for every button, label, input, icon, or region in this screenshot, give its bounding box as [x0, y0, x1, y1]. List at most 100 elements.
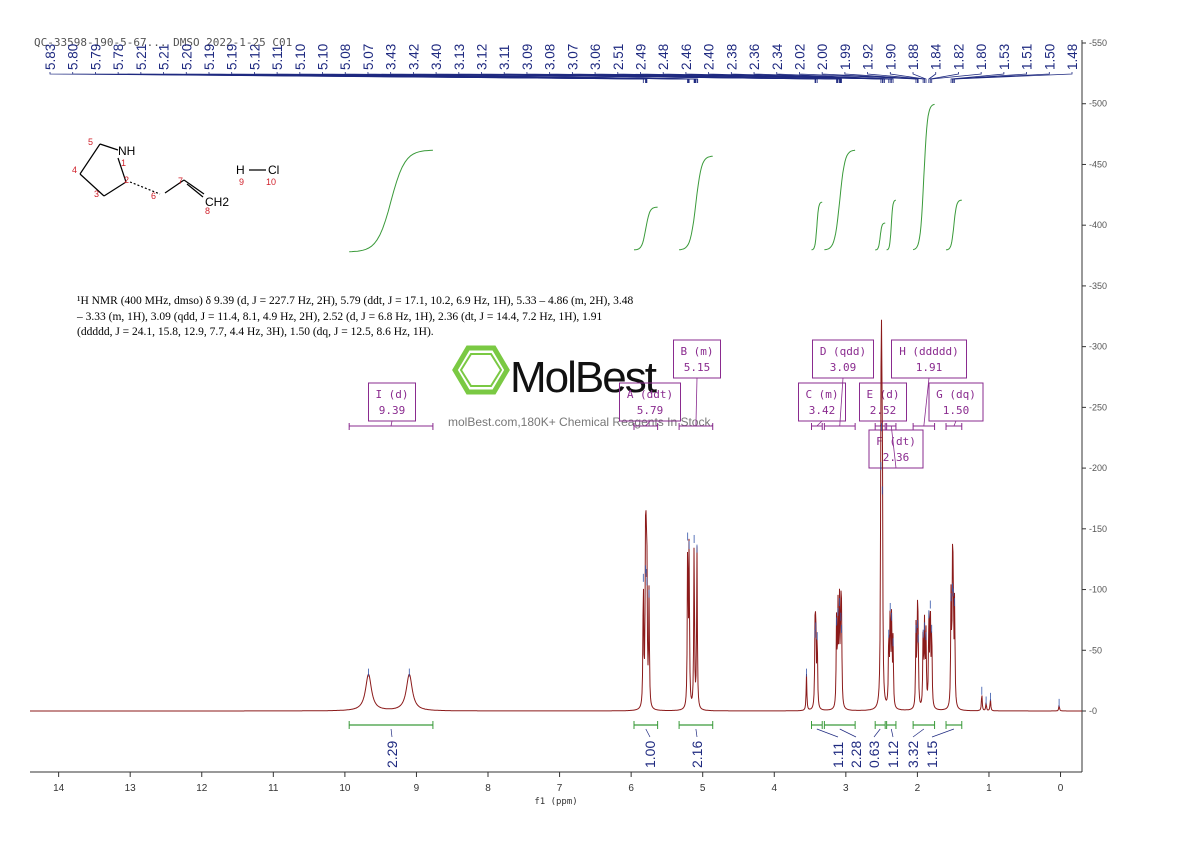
peak-labels: 5.83 5.80 5.79 5.78 5.21 5.21 5.20 5.19 5.19 5.12…: [43, 43, 1080, 83]
peak-label: 1.88: [906, 44, 921, 70]
watermark-brand: MolBest: [510, 353, 657, 402]
multiplet-box: D (qdd) 3.09: [812, 339, 874, 430]
peak-label-leader: [928, 72, 937, 83]
integral-bar: 0.63: [866, 721, 886, 768]
integral-bar: 2.29: [348, 721, 434, 768]
integral-curves: [349, 103, 962, 253]
integral-value: 1.00: [642, 741, 658, 768]
peak-label: 1.84: [929, 43, 944, 70]
atom-number-6: 6: [151, 191, 156, 201]
integral-leader: [645, 728, 651, 738]
multiplet-box: A (ddt) 5.79: [619, 382, 681, 430]
peak-label: 5.08: [338, 44, 353, 70]
multiplet-leader: [890, 425, 897, 469]
atom-cl: Cl: [268, 163, 279, 177]
integral-curve: [679, 155, 713, 251]
atom-number-4: 4: [72, 165, 77, 175]
peak-label: 2.00: [815, 44, 830, 70]
multiplet-box: B (m) 5.15: [673, 339, 721, 430]
spectrum-trace: [30, 319, 1082, 712]
integral-leader: [873, 728, 881, 738]
peak-label: 3.42: [406, 44, 421, 70]
x-tick-label: 14: [53, 783, 65, 794]
peak-label-leader: [867, 72, 924, 83]
x-tick-label: 9: [414, 783, 420, 794]
y-tick-label: -0: [1089, 706, 1097, 716]
peak-label-leader: [912, 72, 927, 83]
x-axis-label: f1 (ppm): [534, 797, 577, 807]
atom-number-2: 2: [124, 175, 129, 185]
x-tick-label: 6: [628, 783, 634, 794]
peak-label: 3.40: [429, 44, 444, 70]
multiplet-name: C (m): [805, 388, 838, 401]
y-tick-label: -100: [1089, 585, 1107, 595]
x-tick-label: 2: [915, 783, 921, 794]
multiplet-shift: 2.52: [870, 404, 897, 417]
y-tick-label: -450: [1089, 159, 1107, 169]
peak-label: 1.92: [861, 44, 876, 70]
peak-label: 2.02: [792, 44, 807, 70]
peak-label: 5.21: [157, 44, 172, 70]
integral-curve: [875, 222, 886, 251]
peak-label: 3.06: [588, 44, 603, 70]
x-tick-label: 7: [557, 783, 563, 794]
integral-bar: 3.32: [905, 721, 936, 768]
peak-label-leader: [931, 72, 982, 83]
multiplet-leader: [645, 420, 651, 427]
peak-label: 3.12: [475, 44, 490, 70]
spectrum-line: [30, 319, 1082, 712]
multiplet-name: G (dq): [936, 388, 976, 401]
multiplet-name: I (d): [375, 388, 408, 401]
atom-number-10: 10: [266, 177, 276, 187]
chart-axes: 14 13 12 11 10 9 8 7 6 5 4 3 2 1 0f1 (ppm)-0-50-100-15…: [30, 38, 1107, 807]
integral-bars: 2.29 1.00 2.16 1.11 2.28 0.63 1.12 3.32 1.15: [348, 721, 963, 768]
integral-bar: 1.12: [885, 721, 901, 768]
x-tick-label: 5: [700, 783, 706, 794]
peak-label-leader: [367, 72, 699, 83]
x-tick-label: 12: [196, 783, 208, 794]
integral-bar: 1.00: [633, 721, 659, 768]
multiplet-box: I (d) 9.39: [348, 382, 434, 430]
multiplet-leader: [953, 420, 957, 427]
integral-bar: 2.16: [678, 721, 714, 768]
multiplet-shift: 3.09: [830, 361, 857, 374]
integral-curve: [349, 149, 433, 253]
peak-label-leader: [776, 72, 894, 83]
peak-label: 1.48: [1065, 44, 1080, 70]
peak-label: 5.21: [134, 44, 149, 70]
peak-label: 5.79: [88, 44, 103, 70]
integral-bar: 1.11: [810, 721, 846, 768]
multiplet-name: B (m): [680, 345, 713, 358]
peak-label-leader: [753, 72, 893, 83]
peak-label-leader: [821, 72, 918, 83]
y-tick-label: -550: [1089, 38, 1107, 48]
multiplet-shift: 1.50: [943, 404, 970, 417]
peak-label: 3.09: [520, 44, 535, 70]
peak-label: 3.11: [497, 45, 512, 70]
integral-value: 1.12: [885, 741, 901, 768]
integral-curve: [811, 201, 823, 251]
y-tick-label: -400: [1089, 220, 1107, 230]
peak-label-leader: [844, 72, 919, 83]
chemical-structure: NH H Cl CH2 1 2 3 4 5 6 7 8 9 10: [72, 137, 279, 216]
integral-curve: [886, 199, 897, 251]
peak-label: 5.78: [111, 44, 126, 70]
y-tick-label: -50: [1089, 645, 1102, 655]
integral-leader: [912, 728, 925, 738]
integral-leader: [390, 728, 393, 738]
x-tick-label: 11: [268, 783, 279, 794]
integral-leader: [839, 728, 857, 738]
peak-label: 2.40: [702, 44, 717, 70]
peak-label-leader: [799, 72, 917, 83]
integral-curve: [913, 103, 935, 251]
integral-value: 1.15: [924, 741, 940, 768]
multiplet-shift: 5.15: [684, 361, 711, 374]
peak-label-leader: [889, 72, 925, 83]
multiplet-name: E (d): [866, 388, 899, 401]
peak-label: 5.12: [247, 44, 262, 70]
peak-label: 1.80: [974, 44, 989, 70]
multiplet-box: H (ddddd) 1.91: [891, 339, 967, 430]
peak-label: 5.20: [179, 44, 194, 70]
peak-label: 2.51: [611, 44, 626, 70]
